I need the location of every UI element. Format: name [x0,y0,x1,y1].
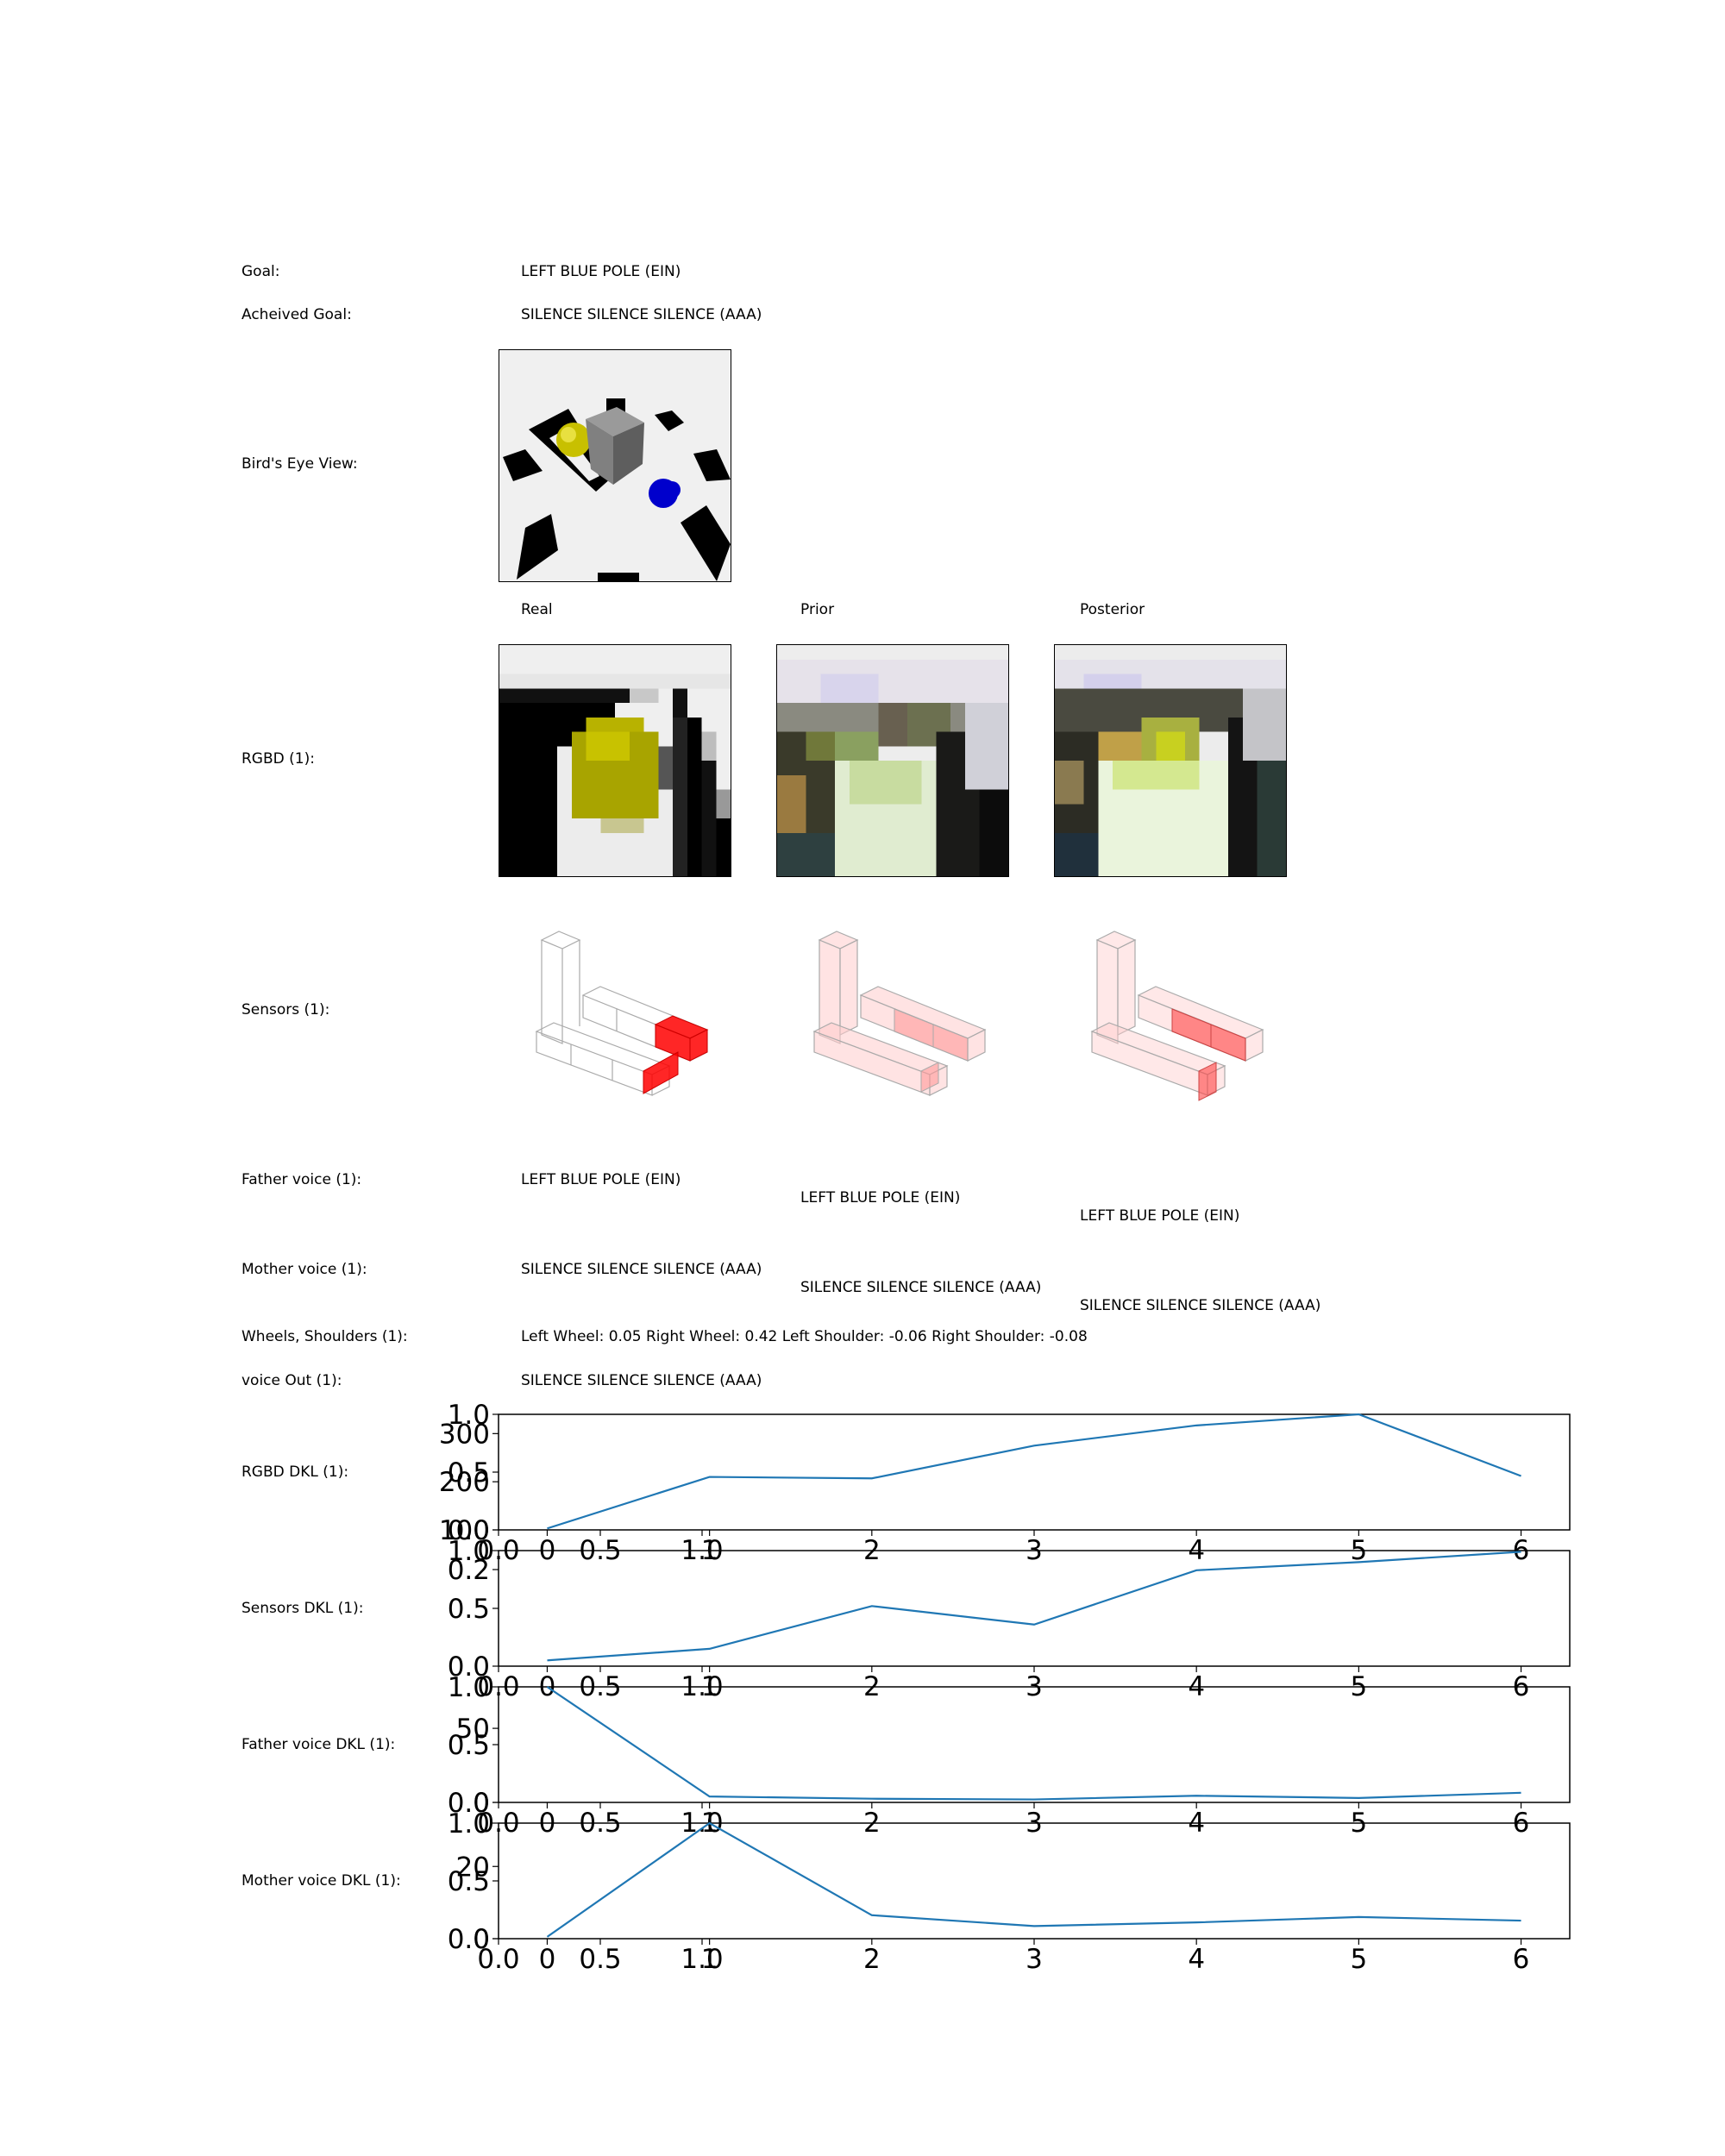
rgbd-real-image [499,644,731,877]
overlay-y-tick-label: 0.5 [448,1730,490,1761]
rgbd-dkl-label: RGBD DKL (1): [242,1463,349,1481]
father-voice-posterior: LEFT BLUE POLE (EIN) [1080,1207,1240,1225]
father-voice-prior: LEFT BLUE POLE (EIN) [800,1189,961,1206]
rgbd-prior-image [776,644,1009,877]
voice-out-value: SILENCE SILENCE SILENCE (AAA) [521,1372,762,1389]
x-tick-label: 0 [539,1944,556,1975]
rgbd-dkl-chart: 0.0 0.5 1.0 0.0 0.5 1.0 0 1 2 3 4 5 6 100 200 300 [345,1400,1587,1566]
column-prior: Prior [800,601,835,618]
mother-voice-label: Mother voice (1): [242,1261,367,1278]
voice-out-label: voice Out (1): [242,1372,342,1389]
mother-voice-dkl-chart: 0.0 0.5 1.0 0.0 0.5 1.0 0 1 2 3 4 5 6 0 20 [345,1808,1587,1987]
sensors-dkl-chart: 0.0 0.5 1.0 0.2 0 1 2 3 4 5 6 0.0 0.5 1.0 [345,1536,1587,1702]
y-tick-label: 200 [439,1467,490,1498]
column-posterior: Posterior [1080,601,1145,618]
y-tick-label: 0 [473,1788,490,1819]
sensors-label: Sensors (1): [242,1001,330,1018]
father-voice-dkl-label: Father voice DKL (1): [242,1736,396,1753]
overlay-y-tick-label: 1.0 [448,1672,490,1703]
overlay-y-tick-label: 0.0 [448,1788,490,1819]
goal-label: Goal: [242,263,280,280]
overlay-y-tick-label: 0.5 [448,1866,490,1897]
series-line [547,1551,1521,1662]
father-voice-dkl-chart: 0.0 0.5 1.0 0.0 0.5 1.0 0 1 2 3 4 5 6 0 50 [345,1672,1587,1839]
overlay-x-tick-label: 0.5 [579,1944,621,1975]
overlay-y-tick-label: 0.5 [448,1457,490,1489]
rgbd-posterior-image [1054,644,1287,877]
y-tick-label: 0.0 [448,1651,490,1683]
overlay-x-tick-label: 1.0 [681,1944,723,1975]
father-voice-label: Father voice (1): [242,1171,362,1188]
y-tick-label: 50 [456,1714,490,1745]
wheels-label: Wheels, Shoulders (1): [242,1328,408,1345]
rgbd-label: RGBD (1): [242,750,315,768]
series-line [546,1686,1521,1801]
y-tick-label: 0 [473,1924,490,1955]
wheels-value: Left Wheel: 0.05 Right Wheel: 0.42 Left … [521,1328,1088,1345]
x-tick-label: 5 [1350,1944,1367,1975]
overlay-y-tick-label: 0.0 [448,1924,490,1955]
x-tick-label: 3 [1026,1944,1043,1975]
overlay-y-tick-label: 0.0 [448,1515,490,1546]
overlay-y-tick-label: 0.2 [448,1555,490,1586]
axes-frame [498,1413,1571,1531]
axes-frame [498,1686,1571,1803]
y-tick-label: 20 [456,1852,490,1883]
mother-voice-dkl-label: Mother voice DKL (1): [242,1872,401,1890]
y-tick-label: 100 [439,1515,490,1546]
mother-voice-posterior: SILENCE SILENCE SILENCE (AAA) [1080,1297,1321,1314]
mother-voice-real: SILENCE SILENCE SILENCE (AAA) [521,1261,762,1278]
column-real: Real [521,601,553,618]
axes-frame [498,1550,1571,1667]
sensors-dkl-label: Sensors DKL (1): [242,1600,364,1617]
sensors-prior-figure [795,923,1054,1121]
birds-eye-view-image [499,349,731,582]
axes-frame [498,1822,1571,1940]
x-tick-label: 4 [1188,1944,1205,1975]
y-tick-label: 0.5 [448,1594,490,1625]
x-tick-label: 1 [701,1944,718,1975]
overlay-y-tick-label: 1.0 [448,1400,490,1431]
overlay-y-tick-label: 1.0 [448,1808,490,1839]
y-tick-label: 1.0 [448,1536,490,1567]
y-tick-label: 300 [439,1419,490,1450]
series-line [546,1821,1521,1938]
series-line [547,1413,1521,1530]
mother-voice-prior: SILENCE SILENCE SILENCE (AAA) [800,1279,1042,1296]
father-voice-real: LEFT BLUE POLE (EIN) [521,1171,681,1188]
achieved-goal-label: Acheived Goal: [242,306,352,323]
sensors-real-figure [518,923,776,1121]
x-tick-label: 6 [1513,1944,1530,1975]
achieved-goal-value: SILENCE SILENCE SILENCE (AAA) [521,306,762,323]
goal-value: LEFT BLUE POLE (EIN) [521,263,681,280]
sensors-posterior-figure [1073,923,1332,1121]
birds-eye-label: Bird's Eye View: [242,455,358,473]
x-tick-label: 2 [863,1944,881,1975]
overlay-x-tick-label: 0.0 [477,1944,519,1975]
